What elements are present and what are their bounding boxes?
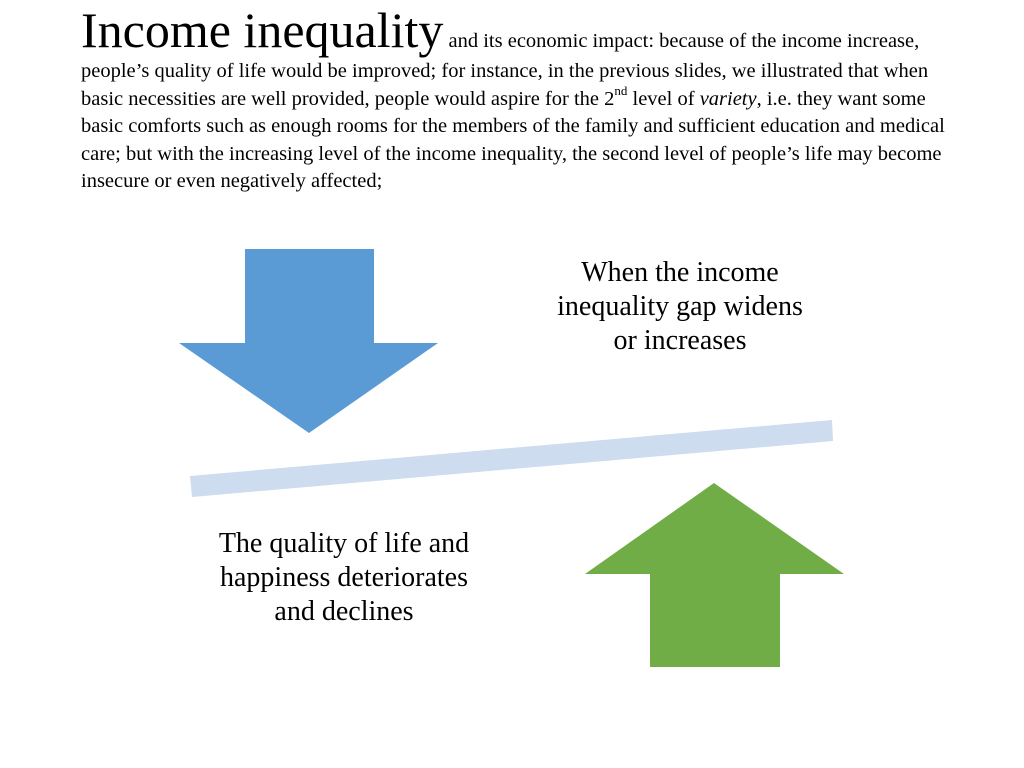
intro-text-part3: , i.e. they want some basic comforts suc… [81,87,945,193]
intro-text-part1: and its economic impact: because of the … [81,30,929,110]
intro-emphasis: variety [699,87,757,110]
seesaw-bar [190,420,833,497]
intro-superscript: nd [614,82,628,98]
effect-label: The quality of life and happiness deteri… [218,528,470,627]
arrow-down-icon [179,249,438,433]
cause-label: When the income inequality gap widens or… [557,257,803,356]
slide-title: Income inequality [81,2,444,58]
slide-text: Income inequality and its economic impac… [81,2,961,196]
intro-text-part2: level of [627,87,700,110]
arrow-up-icon [585,483,844,667]
